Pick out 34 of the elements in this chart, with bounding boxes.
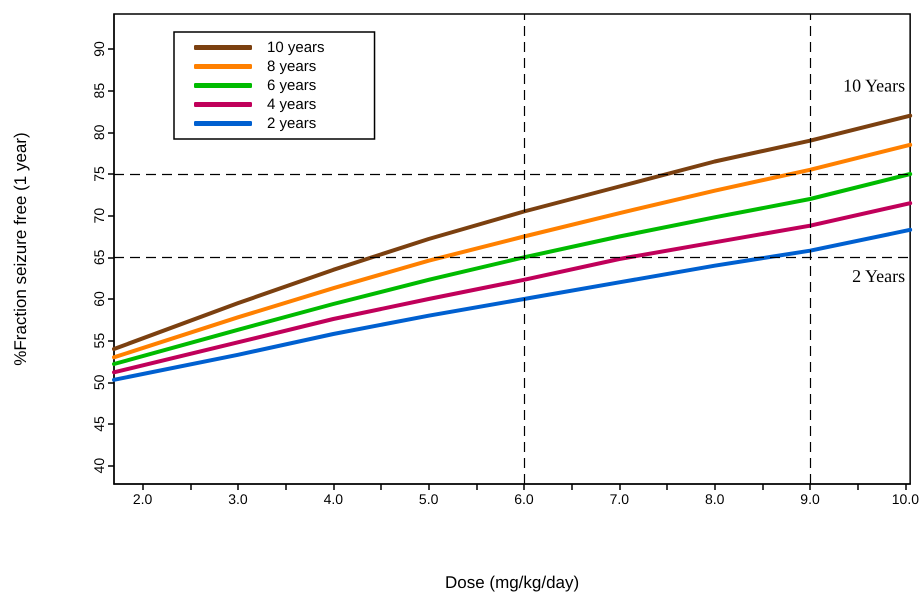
line-series — [112, 201, 912, 374]
line-series — [112, 228, 912, 382]
x-tick-label: 2.0 — [132, 491, 153, 507]
legend-label: 2 years — [267, 115, 316, 132]
y-tick-label: 80 — [91, 124, 107, 140]
legend-label: 10 years — [267, 39, 325, 56]
x-tick-label: 8.0 — [704, 491, 725, 507]
x-tick-label: 6.0 — [514, 491, 534, 507]
annotation: 2 Years — [852, 266, 906, 286]
y-tick-label: 75 — [91, 166, 107, 182]
x-tick-label: 9.0 — [800, 491, 820, 507]
x-tick-label: 4.0 — [324, 491, 344, 507]
x-tick-label: 3.0 — [228, 491, 248, 507]
line-series — [112, 142, 912, 360]
y-axis-title: %Fraction seizure free (1 year) — [11, 132, 30, 366]
y-tick-label: 70 — [91, 208, 107, 224]
x-axis-title: Dose (mg/kg/day) — [444, 573, 580, 592]
line-series — [112, 114, 912, 351]
line-series — [112, 172, 912, 366]
y-tick-label: 65 — [91, 249, 107, 266]
x-tick-label: 5.0 — [418, 491, 439, 507]
y-tick-label: 85 — [91, 82, 107, 98]
y-tick-label: 60 — [91, 291, 107, 307]
y-tick-label: 55 — [91, 332, 107, 348]
y-tick-label: 45 — [91, 416, 107, 432]
annotation: 10 Years — [843, 76, 906, 96]
legend-label: 4 years — [267, 96, 316, 113]
y-tick-label: 50 — [91, 374, 107, 390]
x-tick-label: 10.0 — [892, 491, 920, 507]
legend-label: 8 years — [267, 58, 316, 75]
legend-label: 6 years — [267, 77, 316, 94]
x-tick-label: 7.0 — [610, 491, 630, 507]
y-tick-label: 40 — [91, 458, 107, 474]
y-tick-label: 90 — [91, 41, 107, 57]
